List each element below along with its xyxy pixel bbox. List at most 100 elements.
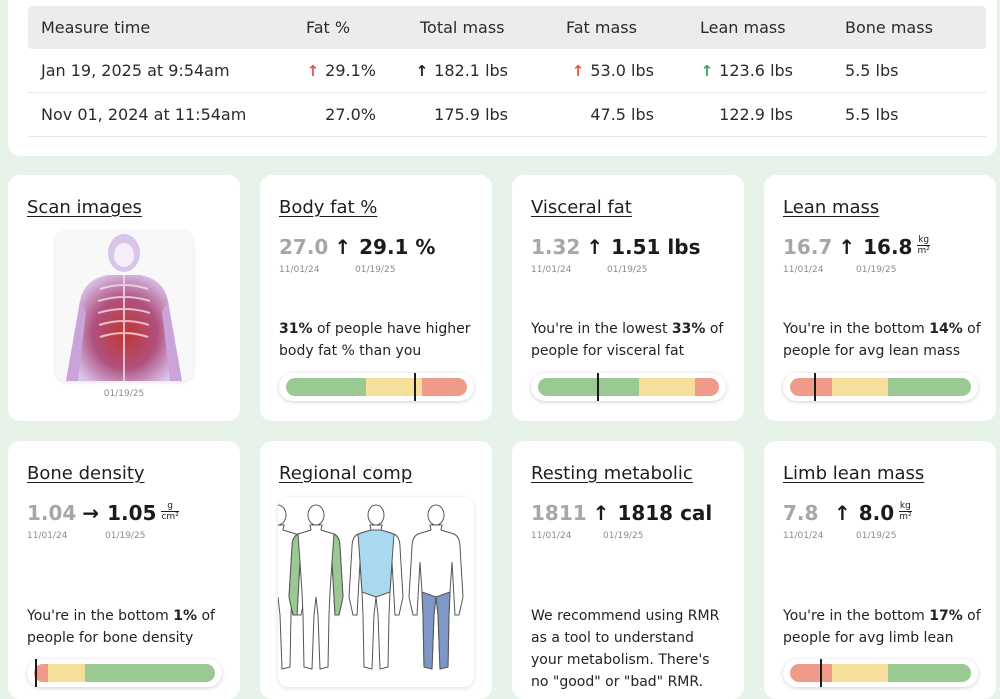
previous-value: 1811 (531, 501, 587, 525)
bone-mass-cell: 5.5 lbs (845, 105, 899, 124)
percentile-description: You're in the bottom 14% of people for a… (783, 321, 981, 359)
percentile-gauge (783, 373, 978, 401)
header-bone-mass: Bone mass (845, 18, 933, 37)
table-row[interactable]: Nov 01, 2024 at 11:54am 27.0% 175.9 lbs … (28, 93, 986, 137)
arrow-up-icon: ↑ (586, 235, 604, 259)
percentile-description: You're in the lowest 33% of people for v… (531, 321, 724, 359)
fat-pct-cell: ↑ 29.1% (306, 61, 376, 80)
current-date: 01/19/25 (105, 531, 146, 541)
header-total-mass: Total mass (420, 18, 505, 37)
previous-value: 16.7 (783, 235, 833, 259)
current-value: 1.05 (107, 501, 157, 525)
table-row[interactable]: Jan 19, 2025 at 9:54am ↑ 29.1% ↑ 182.1 lbs… (28, 49, 986, 93)
measure-time-cell: Jan 19, 2025 at 9:54am (41, 61, 230, 80)
measure-time-cell: Nov 01, 2024 at 11:54am (41, 105, 247, 124)
gauge-marker (34, 659, 37, 687)
arrow-up-icon: ↑ (571, 61, 585, 80)
header-measure-time: Measure time (41, 18, 151, 37)
metric-row: 1811 ↑ 1818 cal (531, 501, 712, 525)
previous-date: 11/01/24 (783, 531, 824, 541)
header-fat-pct: Fat % (306, 18, 351, 37)
percentile-gauge (783, 659, 978, 687)
measurements-table: Measure time Fat % Total mass Fat mass L… (8, 0, 997, 156)
current-date: 01/19/25 (355, 265, 396, 275)
arrow-up-icon: ↑ (838, 235, 856, 259)
header-fat-mass: Fat mass (566, 18, 637, 37)
current-value: 1818 cal (617, 501, 713, 525)
gauge-marker (819, 659, 822, 687)
fat-mass-cell: ↑ 53.0 lbs (571, 61, 654, 80)
unit-kg-per-m2: kg m² (899, 501, 912, 522)
percentile-gauge (279, 373, 474, 401)
arrow-up-icon: ↑ (592, 501, 610, 525)
current-value: 1.51 lbs (611, 235, 701, 259)
previous-value: 7.8 (783, 501, 819, 525)
card-title-lean-mass[interactable]: Lean mass (783, 197, 880, 218)
card-title-regional-comp[interactable]: Regional comp (279, 463, 413, 484)
arrow-up-icon: ↑ (415, 61, 429, 80)
card-title-limb-lean-mass[interactable]: Limb lean mass (783, 463, 925, 484)
percentile-description: You're in the bottom 17% of people for a… (783, 608, 981, 646)
body-fat-card[interactable]: Body fat % 27.0 ↑ 29.1 % 11/01/24 01/19/… (260, 175, 492, 421)
previous-value: 1.04 (27, 501, 77, 525)
arrow-right-icon: → (82, 501, 100, 525)
unit-kg-per-m2: kg m² (917, 235, 930, 256)
metric-row: 7.8 ↑ 8.0 kg m² (783, 501, 912, 525)
scan-date: 01/19/25 (103, 389, 145, 399)
metric-row: 27.0 ↑ 29.1 % (279, 235, 435, 259)
metric-row: 1.04 → 1.05 g cm² (27, 501, 179, 525)
card-title-bone-density[interactable]: Bone density (27, 463, 145, 484)
lean-mass-cell: 122.9 lbs (719, 105, 793, 124)
metric-row: 1.32 ↑ 1.51 lbs (531, 235, 701, 259)
current-date: 01/19/25 (856, 531, 897, 541)
card-title-body-fat[interactable]: Body fat % (279, 197, 378, 218)
card-title-visceral-fat[interactable]: Visceral fat (531, 197, 632, 218)
current-date: 01/19/25 (603, 531, 644, 541)
total-mass-cell: ↑ 182.1 lbs (415, 61, 508, 80)
lean-mass-card[interactable]: Lean mass 16.7 ↑ 16.8 kg m² 11/01/24 01/1… (764, 175, 996, 421)
current-date: 01/19/25 (856, 265, 897, 275)
gauge-marker (596, 373, 599, 401)
current-date: 01/19/25 (607, 265, 648, 275)
previous-value: 1.32 (531, 235, 581, 259)
card-title-resting-metabolic[interactable]: Resting metabolic (531, 463, 693, 484)
visceral-fat-card[interactable]: Visceral fat 1.32 ↑ 1.51 lbs 11/01/24 01… (512, 175, 744, 421)
percentile-description: 31% of people have higher body fat % tha… (279, 321, 471, 359)
previous-date: 11/01/24 (531, 265, 572, 275)
percentile-gauge (531, 373, 726, 401)
unit-g-per-cm2: g cm² (161, 501, 179, 522)
table-header: Measure time Fat % Total mass Fat mass L… (28, 6, 986, 49)
fat-pct-cell: 27.0% (325, 105, 376, 124)
bone-mass-cell: 5.5 lbs (845, 61, 899, 80)
limb-lean-mass-card[interactable]: Limb lean mass 7.8 ↑ 8.0 kg m² 11/01/24 0… (764, 441, 996, 699)
metric-row: 16.7 ↑ 16.8 kg m² (783, 235, 930, 259)
previous-date: 11/01/24 (531, 531, 572, 541)
previous-value: 27.0 (279, 235, 329, 259)
total-mass-cell: 175.9 lbs (434, 105, 508, 124)
arrow-up-icon: ↑ (700, 61, 714, 80)
resting-metabolic-card[interactable]: Resting metabolic 1811 ↑ 1818 cal 11/01/… (512, 441, 744, 699)
lean-mass-cell: ↑ 123.6 lbs (700, 61, 793, 80)
scan-images-card[interactable]: Scan images 01/19/25 (8, 175, 240, 421)
previous-date: 11/01/24 (279, 265, 320, 275)
rmr-description: We recommend using RMR as a tool to unde… (531, 608, 720, 690)
regional-comp-card[interactable]: Regional comp (250, 441, 492, 699)
percentile-gauge (27, 659, 222, 687)
gauge-marker (413, 373, 416, 401)
header-lean-mass: Lean mass (700, 18, 786, 37)
percentile-description: You're in the bottom 1% of people for bo… (27, 608, 215, 646)
current-value: 8.0 (858, 501, 895, 525)
arrow-up-icon: ↑ (306, 61, 320, 80)
arrow-up-icon: ↑ (334, 235, 352, 259)
previous-date: 11/01/24 (27, 531, 68, 541)
bone-density-card[interactable]: Bone density 1.04 → 1.05 g cm² 11/01/24 0… (8, 441, 240, 699)
current-value: 16.8 (863, 235, 913, 259)
regional-body-figures[interactable] (250, 497, 474, 687)
fat-mass-cell: 47.5 lbs (590, 105, 654, 124)
previous-date: 11/01/24 (783, 265, 824, 275)
card-title-scan-images[interactable]: Scan images (27, 197, 142, 218)
gauge-marker (814, 373, 817, 401)
body-scan-image[interactable] (56, 231, 193, 381)
arrow-up-icon: ↑ (834, 501, 851, 525)
current-value: 29.1 % (359, 235, 436, 259)
